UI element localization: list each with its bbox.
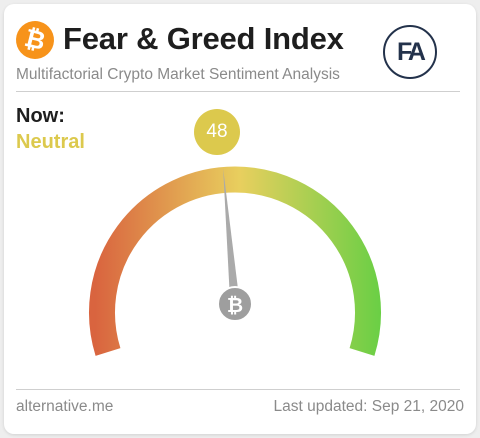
gauge-hub bbox=[217, 286, 253, 322]
page-title: Fear & Greed Index bbox=[63, 21, 344, 56]
page-subtitle: Multifactorial Crypto Market Sentiment A… bbox=[16, 66, 340, 83]
footer-divider bbox=[16, 389, 460, 390]
gauge-arc bbox=[89, 166, 381, 356]
bitcoin-hub-icon: ₿ bbox=[227, 293, 243, 317]
header-divider bbox=[16, 91, 460, 92]
now-label: Now: bbox=[16, 105, 65, 127]
last-updated-text: Last updated: Sep 21, 2020 bbox=[273, 398, 464, 415]
alternative-me-logo[interactable]: FA bbox=[383, 25, 437, 79]
index-value-badge: 48 bbox=[194, 109, 240, 155]
source-link[interactable]: alternative.me bbox=[16, 398, 114, 415]
sentiment-status: Neutral bbox=[16, 131, 85, 153]
gauge-needle bbox=[223, 168, 241, 311]
